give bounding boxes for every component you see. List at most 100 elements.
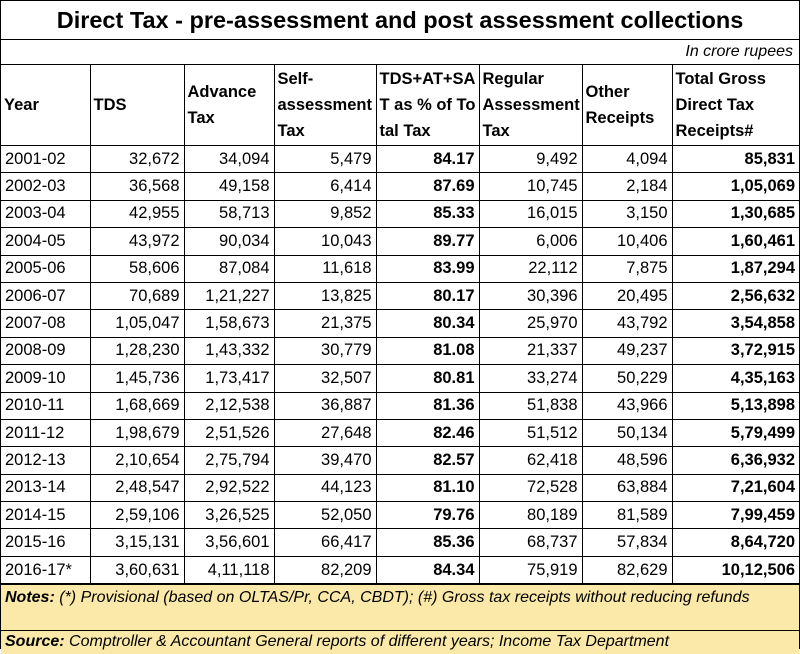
cell-pct-of-total: 87.69 bbox=[375, 172, 480, 201]
cell-advance-tax: 1,73,417 bbox=[183, 364, 275, 393]
cell-regular-assessment-tax: 16,015 bbox=[478, 199, 583, 229]
cell-self-assessment-tax: 5,479 bbox=[273, 145, 377, 174]
cell-tds: 3,60,631 bbox=[89, 555, 185, 585]
cell-other-receipts: 82,629 bbox=[581, 555, 673, 585]
cell-other-receipts: 50,229 bbox=[581, 364, 673, 393]
cell-self-assessment-tax: 39,470 bbox=[273, 446, 377, 475]
cell-pct-of-total: 80.17 bbox=[375, 281, 480, 311]
cell-other-receipts: 3,150 bbox=[581, 199, 673, 229]
cell-other-receipts: 43,966 bbox=[581, 391, 673, 420]
cell-other-receipts: 50,134 bbox=[581, 418, 673, 448]
cell-total-gross: 1,60,461 bbox=[671, 227, 799, 256]
cell-other-receipts: 20,495 bbox=[581, 281, 673, 311]
table-row: 2009-10 1,45,736 1,73,417 32,507 80.81 33,274… bbox=[1, 364, 799, 393]
table-row: 2001-02 32,672 34,094 5,479 84.17 9,492 4,094 8… bbox=[1, 145, 799, 174]
cell-year: 2013-14 bbox=[1, 473, 91, 503]
page-title: Direct Tax - pre-assessment and post ass… bbox=[1, 1, 799, 40]
cell-pct-of-total: 81.08 bbox=[375, 336, 480, 366]
cell-other-receipts: 81,589 bbox=[581, 501, 673, 530]
source-text: Comptroller & Accountant General reports… bbox=[69, 633, 670, 651]
header-advance-tax: Advance Tax bbox=[183, 65, 275, 146]
cell-pct-of-total: 82.46 bbox=[375, 418, 480, 448]
table-row: 2013-14 2,48,547 2,92,522 44,123 81.10 72,528… bbox=[1, 473, 799, 503]
cell-other-receipts: 49,237 bbox=[581, 336, 673, 366]
notes: Notes: (*) Provisional (based on OLTAS/P… bbox=[1, 584, 799, 631]
cell-other-receipts: 63,884 bbox=[581, 473, 673, 503]
cell-total-gross: 7,99,459 bbox=[671, 501, 799, 530]
cell-total-gross: 1,05,069 bbox=[671, 172, 799, 201]
cell-regular-assessment-tax: 33,274 bbox=[478, 364, 583, 393]
cell-tds: 2,10,654 bbox=[89, 446, 185, 475]
header-self-assessment-tax: Self-assessment Tax bbox=[273, 65, 377, 146]
cell-advance-tax: 1,21,227 bbox=[183, 281, 275, 311]
cell-pct-of-total: 79.76 bbox=[375, 501, 480, 530]
cell-pct-of-total: 81.36 bbox=[375, 391, 480, 420]
cell-year: 2007-08 bbox=[1, 309, 91, 338]
cell-pct-of-total: 83.99 bbox=[375, 254, 480, 283]
units-note: In crore rupees bbox=[1, 40, 799, 65]
cell-regular-assessment-tax: 25,970 bbox=[478, 309, 583, 338]
cell-regular-assessment-tax: 30,396 bbox=[478, 281, 583, 311]
table-row: 2006-07 70,689 1,21,227 13,825 80.17 30,396 20… bbox=[1, 281, 799, 311]
cell-advance-tax: 58,713 bbox=[183, 199, 275, 229]
cell-year: 2005-06 bbox=[1, 254, 91, 283]
cell-advance-tax: 90,034 bbox=[183, 227, 275, 256]
cell-self-assessment-tax: 32,507 bbox=[273, 364, 377, 393]
cell-other-receipts: 10,406 bbox=[581, 227, 673, 256]
notes-label: Notes: bbox=[5, 589, 55, 607]
cell-pct-of-total: 80.81 bbox=[375, 364, 480, 393]
table-row: 2005-06 58,606 87,084 11,618 83.99 22,112 7,87… bbox=[1, 254, 799, 283]
cell-year: 2009-10 bbox=[1, 364, 91, 393]
cell-total-gross: 3,72,915 bbox=[671, 336, 799, 366]
cell-advance-tax: 2,51,526 bbox=[183, 418, 275, 448]
cell-regular-assessment-tax: 21,337 bbox=[478, 336, 583, 366]
cell-regular-assessment-tax: 10,745 bbox=[478, 172, 583, 201]
cell-other-receipts: 7,875 bbox=[581, 254, 673, 283]
cell-tds: 70,689 bbox=[89, 281, 185, 311]
cell-year: 2015-16 bbox=[1, 528, 91, 557]
cell-advance-tax: 2,12,538 bbox=[183, 391, 275, 420]
cell-self-assessment-tax: 36,887 bbox=[273, 391, 377, 420]
cell-total-gross: 1,87,294 bbox=[671, 254, 799, 283]
cell-regular-assessment-tax: 72,528 bbox=[478, 473, 583, 503]
header-tds: TDS bbox=[89, 65, 185, 146]
cell-year: 2010-11 bbox=[1, 391, 91, 420]
cell-other-receipts: 4,094 bbox=[581, 145, 673, 174]
cell-self-assessment-tax: 6,414 bbox=[273, 172, 377, 201]
tax-table: Year TDS Advance Tax Self-assessment Tax… bbox=[1, 65, 799, 585]
cell-pct-of-total: 85.36 bbox=[375, 528, 480, 557]
cell-regular-assessment-tax: 6,006 bbox=[478, 227, 583, 256]
cell-year: 2008-09 bbox=[1, 336, 91, 366]
cell-pct-of-total: 89.77 bbox=[375, 227, 480, 256]
table-row: 2012-13 2,10,654 2,75,794 39,470 82.57 62,418… bbox=[1, 446, 799, 475]
cell-pct-of-total: 85.33 bbox=[375, 199, 480, 229]
cell-year: 2016-17* bbox=[1, 555, 91, 585]
table-row: 2003-04 42,955 58,713 9,852 85.33 16,015 3,150… bbox=[1, 199, 799, 229]
header-total-gross: Total Gross Direct Tax Receipts# bbox=[671, 65, 799, 146]
cell-advance-tax: 3,56,601 bbox=[183, 528, 275, 557]
cell-total-gross: 5,13,898 bbox=[671, 391, 799, 420]
cell-self-assessment-tax: 27,648 bbox=[273, 418, 377, 448]
header-year: Year bbox=[1, 65, 91, 146]
header-pct-of-total: TDS+AT+SAT as % of Total Tax bbox=[375, 65, 480, 146]
cell-regular-assessment-tax: 75,919 bbox=[478, 555, 583, 585]
cell-year: 2002-03 bbox=[1, 172, 91, 201]
cell-year: 2001-02 bbox=[1, 145, 91, 174]
table-row: 2016-17* 3,60,631 4,11,118 82,209 84.34 75,91… bbox=[1, 555, 799, 585]
cell-total-gross: 8,64,720 bbox=[671, 528, 799, 557]
cell-other-receipts: 43,792 bbox=[581, 309, 673, 338]
cell-regular-assessment-tax: 51,512 bbox=[478, 418, 583, 448]
table-row: 2008-09 1,28,230 1,43,332 30,779 81.08 21,337… bbox=[1, 336, 799, 366]
cell-year: 2004-05 bbox=[1, 227, 91, 256]
cell-pct-of-total: 82.57 bbox=[375, 446, 480, 475]
cell-regular-assessment-tax: 62,418 bbox=[478, 446, 583, 475]
cell-year: 2003-04 bbox=[1, 199, 91, 229]
source: Source: Comptroller & Accountant General… bbox=[1, 630, 799, 654]
cell-self-assessment-tax: 52,050 bbox=[273, 501, 377, 530]
table-row: 2004-05 43,972 90,034 10,043 89.77 6,006 10,40… bbox=[1, 227, 799, 256]
cell-other-receipts: 57,834 bbox=[581, 528, 673, 557]
cell-total-gross: 6,36,932 bbox=[671, 446, 799, 475]
cell-advance-tax: 49,158 bbox=[183, 172, 275, 201]
cell-other-receipts: 2,184 bbox=[581, 172, 673, 201]
